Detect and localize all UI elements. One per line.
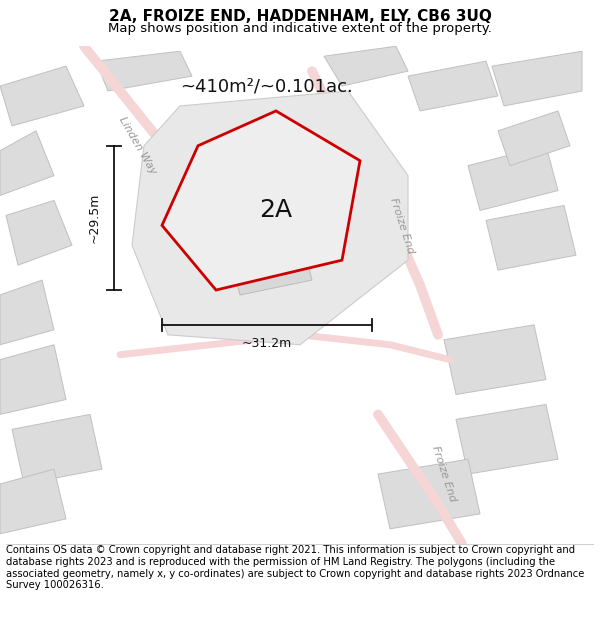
Polygon shape xyxy=(378,459,480,529)
Polygon shape xyxy=(6,201,72,265)
Polygon shape xyxy=(96,51,192,91)
Text: Froize End: Froize End xyxy=(388,196,416,254)
Polygon shape xyxy=(486,206,576,270)
Polygon shape xyxy=(498,111,570,166)
Polygon shape xyxy=(408,61,498,111)
Polygon shape xyxy=(162,111,360,290)
Polygon shape xyxy=(468,146,558,211)
Text: Linden Way: Linden Way xyxy=(118,115,158,176)
Polygon shape xyxy=(0,66,84,126)
Text: ~29.5m: ~29.5m xyxy=(88,192,101,243)
Text: ~31.2m: ~31.2m xyxy=(242,338,292,350)
Polygon shape xyxy=(228,235,312,295)
Text: ~410m²/~0.101ac.: ~410m²/~0.101ac. xyxy=(180,77,353,95)
Polygon shape xyxy=(492,51,582,106)
Polygon shape xyxy=(0,280,54,345)
Text: Map shows position and indicative extent of the property.: Map shows position and indicative extent… xyxy=(108,22,492,34)
Text: 2A: 2A xyxy=(259,198,293,222)
Text: Contains OS data © Crown copyright and database right 2021. This information is : Contains OS data © Crown copyright and d… xyxy=(6,545,584,590)
Text: Froize End: Froize End xyxy=(430,445,458,503)
Polygon shape xyxy=(0,345,66,414)
Polygon shape xyxy=(204,181,288,235)
Polygon shape xyxy=(444,325,546,394)
Polygon shape xyxy=(132,91,408,345)
Polygon shape xyxy=(0,469,66,534)
Polygon shape xyxy=(0,131,54,196)
Polygon shape xyxy=(12,414,102,484)
Polygon shape xyxy=(456,404,558,474)
Polygon shape xyxy=(324,46,408,86)
Text: 2A, FROIZE END, HADDENHAM, ELY, CB6 3UQ: 2A, FROIZE END, HADDENHAM, ELY, CB6 3UQ xyxy=(109,9,491,24)
